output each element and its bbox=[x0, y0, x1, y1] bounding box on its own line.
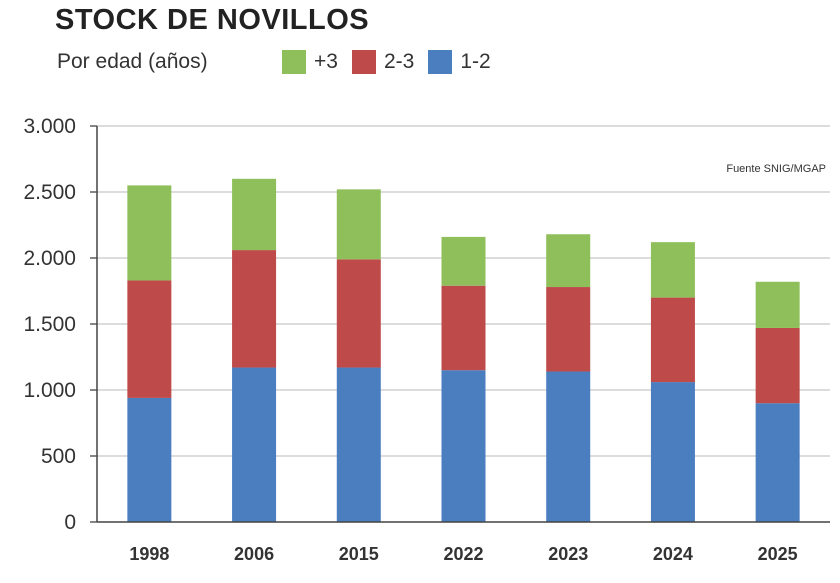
x-tick-label: 1998 bbox=[129, 544, 169, 564]
bar-segment-1-2 bbox=[336, 367, 381, 522]
y-tick-label: 2.000 bbox=[23, 247, 76, 270]
legend: +3 2-3 1-2 bbox=[282, 50, 505, 74]
y-tick-label: 0 bbox=[64, 511, 76, 534]
source-note: Fuente SNIG/MGAP bbox=[726, 163, 826, 175]
bar-segment-+3 bbox=[441, 236, 486, 286]
legend-label: 2-3 bbox=[383, 50, 415, 73]
legend-swatch bbox=[428, 50, 453, 74]
legend-label: 1-2 bbox=[460, 50, 491, 73]
x-tick-label: 2015 bbox=[339, 544, 379, 564]
legend-swatch bbox=[351, 50, 376, 74]
bar-segment-+3 bbox=[755, 281, 800, 328]
y-tick-label: 1.500 bbox=[23, 313, 76, 336]
bar-segment-1-2 bbox=[127, 397, 172, 522]
y-tick-label: 500 bbox=[41, 445, 76, 468]
axes: 0 500 1.000 1.500 2.000 2.500 3.000 1998 2006 201… bbox=[23, 115, 830, 564]
bar-segment-+3 bbox=[336, 189, 381, 260]
legend-item: +3 bbox=[282, 50, 338, 74]
bar-segment-1-2 bbox=[232, 367, 277, 522]
bar-segment-+3 bbox=[127, 185, 172, 281]
chart-subtitle: Por edad (años) bbox=[57, 50, 208, 73]
chart-title: STOCK DE NOVILLOS bbox=[55, 4, 370, 36]
legend-item: 1-2 bbox=[428, 50, 491, 74]
bar-segment-1-2 bbox=[441, 370, 486, 522]
bar-segment-+3 bbox=[232, 178, 277, 251]
bar-segment-2-3 bbox=[650, 297, 695, 383]
bar-segment-2-3 bbox=[127, 280, 172, 398]
bar-segment-+3 bbox=[650, 242, 695, 298]
legend-item: 2-3 bbox=[351, 50, 415, 74]
x-tick-label: 2024 bbox=[653, 544, 693, 564]
bar-segment-1-2 bbox=[650, 382, 695, 522]
bar-segment-1-2 bbox=[546, 371, 591, 522]
y-tick-label: 2.500 bbox=[23, 181, 76, 204]
bar-segment-+3 bbox=[546, 234, 591, 288]
bar-segment-2-3 bbox=[336, 259, 381, 368]
x-tick-label: 2006 bbox=[234, 544, 274, 564]
x-tick-label: 2022 bbox=[443, 544, 483, 564]
y-tick-label: 3.000 bbox=[23, 115, 76, 138]
bar-segment-2-3 bbox=[755, 327, 800, 404]
bar-segment-1-2 bbox=[755, 403, 800, 522]
y-tick-label: 1.000 bbox=[23, 379, 76, 402]
bar-segment-2-3 bbox=[441, 285, 486, 371]
legend-label: +3 bbox=[314, 50, 338, 73]
bar-segment-2-3 bbox=[232, 250, 277, 368]
x-tick-label: 2023 bbox=[548, 544, 588, 564]
bars bbox=[127, 178, 800, 522]
bar-segment-2-3 bbox=[546, 287, 591, 372]
legend-swatch bbox=[282, 50, 306, 74]
x-tick-label: 2025 bbox=[758, 544, 798, 564]
